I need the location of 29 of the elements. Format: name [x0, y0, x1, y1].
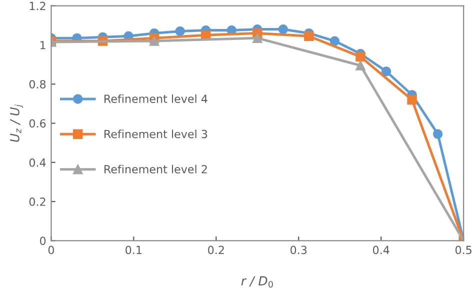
x-tick-label: 0.5 — [455, 246, 472, 254]
x-tick-label: 0.1 — [126, 246, 142, 254]
y-tick-label: 0.4 — [29, 158, 46, 167]
legend-label: Refinement level 2 — [104, 164, 207, 174]
point — [381, 66, 392, 76]
point — [432, 129, 443, 139]
point — [278, 24, 288, 34]
y-axis-title: U$_{z}$ / U$_{j}$ — [10, 104, 24, 142]
legend-label: Refinement level 4 — [104, 94, 208, 104]
y-tick-label: 0.8 — [29, 80, 46, 88]
x-axis-title: r / D$_{0}$ — [241, 276, 273, 288]
y-tick-label: 1 — [40, 41, 46, 50]
point — [330, 36, 340, 46]
y-tick-label: 0.2 — [29, 198, 46, 206]
y-tick-label: 0 — [40, 236, 46, 246]
point — [356, 52, 366, 62]
y-tick-label: 0.6 — [29, 119, 46, 128]
point — [175, 26, 185, 36]
point — [407, 94, 417, 105]
legend-label: Refinement level 3 — [104, 130, 208, 138]
x-tick-label: 0.4 — [372, 246, 390, 254]
point — [149, 36, 160, 46]
point — [356, 60, 366, 70]
x-tick-label: 0.3 — [290, 246, 307, 254]
x-tick-label: 0.2 — [208, 246, 224, 254]
y-tick-label: 1.2 — [30, 2, 46, 10]
point — [252, 33, 262, 43]
point — [304, 31, 314, 42]
x-tick-label: 0 — [48, 246, 54, 254]
